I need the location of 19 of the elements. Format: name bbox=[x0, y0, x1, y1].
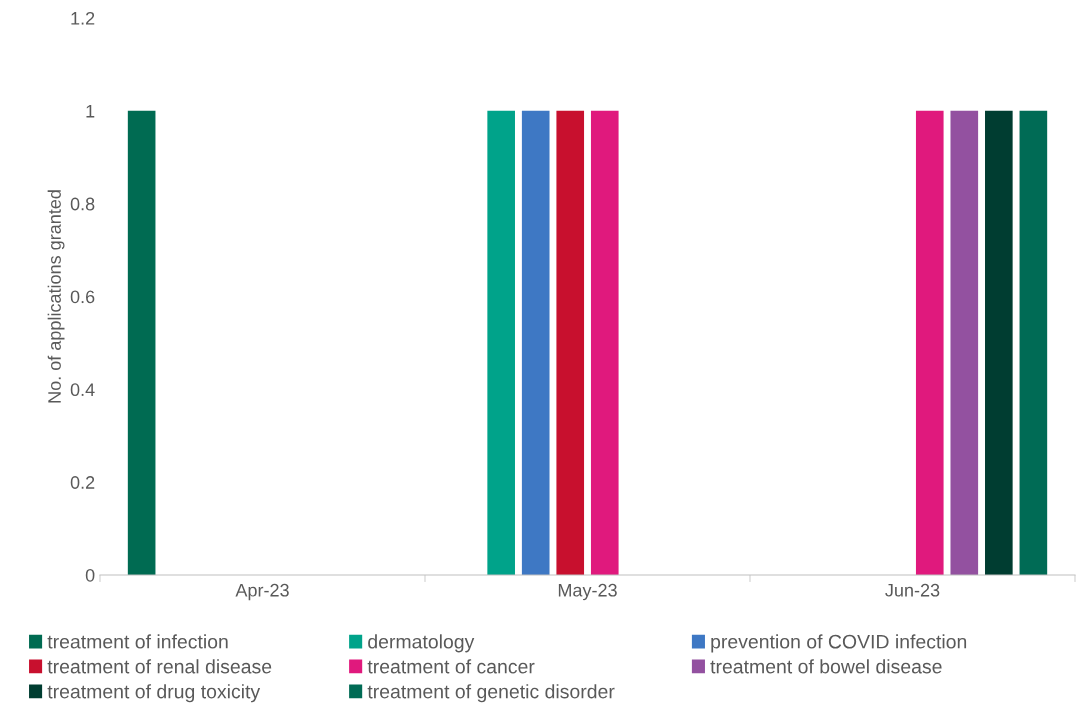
y-tick-label: 0 bbox=[85, 568, 95, 582]
legend-label: treatment of renal disease bbox=[47, 659, 272, 674]
x-tick-label: Jun-23 bbox=[885, 583, 940, 597]
legend-label: dermatology bbox=[368, 634, 475, 653]
y-tick-label: 1.2 bbox=[71, 11, 95, 25]
y-tick-label: 0.8 bbox=[70, 197, 95, 211]
y-tick-label: 0.6 bbox=[70, 290, 95, 304]
legend-label: treatment of genetic disorder bbox=[367, 684, 615, 703]
legend-label: treatment of cancer bbox=[367, 659, 535, 674]
y-axis-title: No. of applications granted bbox=[47, 190, 65, 403]
legend-label: prevention of COVID infection bbox=[711, 634, 967, 653]
legend-label: treatment of drug toxicity bbox=[47, 684, 261, 703]
x-tick-label: Apr-23 bbox=[235, 583, 289, 601]
x-tick-label: May-23 bbox=[558, 583, 617, 601]
y-tick-label: 0.2 bbox=[70, 476, 95, 489]
legend-label: treatment of bowel disease bbox=[710, 659, 942, 674]
y-tick-label: 0.4 bbox=[70, 383, 95, 397]
y-tick-label: 1 bbox=[86, 104, 95, 118]
legend-label: treatment of infection bbox=[47, 634, 228, 649]
